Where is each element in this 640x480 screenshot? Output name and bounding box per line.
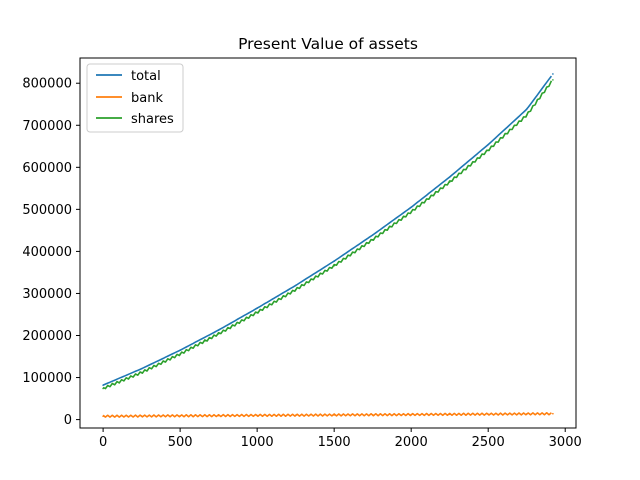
data-point-bank	[525, 413, 528, 415]
x-tick-label: 2500	[472, 435, 505, 450]
x-tick-label: 2000	[395, 435, 428, 450]
data-point-bank	[552, 412, 554, 415]
data-point-total	[552, 73, 554, 75]
data-point-shares	[294, 288, 297, 291]
x-tick-label: 500	[168, 435, 193, 450]
data-point-total	[525, 108, 528, 111]
legend-label-bank: bank	[131, 91, 163, 106]
data-point-shares	[410, 211, 412, 213]
y-tick-label: 300000	[22, 287, 72, 302]
y-tick-label: 800000	[22, 77, 72, 92]
series-line-total	[102, 75, 553, 386]
chart-title: Present Value of assets	[238, 35, 418, 53]
data-point-shares	[217, 333, 220, 335]
y-tick-label: 100000	[22, 371, 72, 386]
series-line-bank	[102, 411, 552, 418]
data-point-total	[140, 367, 143, 370]
data-point-bank	[217, 414, 220, 417]
data-point-shares	[525, 114, 528, 116]
plot-area	[79, 57, 577, 429]
y-tick-label: 400000	[22, 245, 72, 260]
x-tick-label: 3000	[549, 435, 582, 450]
data-point-bank	[179, 415, 181, 417]
data-point-total	[448, 176, 451, 178]
data-point-shares	[487, 149, 489, 151]
data-point-bank	[140, 415, 143, 417]
x-tick-label: 1500	[318, 435, 351, 450]
y-tick-label: 700000	[22, 119, 72, 134]
y-tick-label: 0	[64, 413, 72, 428]
data-point-total	[102, 384, 104, 386]
data-point-total	[179, 349, 181, 352]
data-point-total	[333, 260, 335, 262]
y-axis: 0 100000 200000 300000 400000 500000 600000 700…	[22, 77, 80, 428]
legend-label-total: total	[131, 69, 161, 84]
x-axis: 0 500 1000 1500 2000 2500 3000	[99, 428, 582, 450]
series-layer	[102, 73, 554, 418]
axes-frame	[79, 57, 577, 429]
data-point-shares	[256, 311, 258, 314]
data-point-bank	[487, 413, 489, 415]
data-point-bank	[102, 415, 104, 418]
y-tick-label: 600000	[22, 161, 72, 176]
data-point-bank	[294, 414, 297, 416]
data-point-total	[371, 234, 374, 236]
data-point-bank	[371, 413, 374, 416]
data-point-shares	[371, 238, 374, 241]
data-point-bank	[333, 414, 335, 416]
data-point-shares	[552, 79, 554, 81]
legend-box	[86, 63, 184, 133]
x-tick-label: 0	[99, 435, 107, 450]
data-point-total	[294, 284, 297, 287]
data-point-total	[217, 329, 220, 331]
legend-label-shares: shares	[131, 112, 174, 127]
data-point-total	[487, 143, 489, 146]
data-point-total	[410, 206, 412, 209]
data-point-total	[256, 307, 258, 309]
data-point-bank	[256, 414, 258, 417]
data-point-shares	[179, 353, 181, 355]
series-line-shares	[102, 80, 553, 390]
data-point-shares	[140, 371, 143, 374]
data-point-bank	[448, 413, 451, 416]
legend: total bank shares	[86, 63, 184, 133]
data-point-shares	[102, 387, 104, 390]
y-tick-label: 500000	[22, 203, 72, 218]
x-tick-label: 1000	[241, 435, 274, 450]
data-point-shares	[333, 264, 335, 267]
data-point-bank	[410, 413, 412, 416]
y-tick-label: 200000	[22, 329, 72, 344]
data-point-shares	[448, 181, 451, 183]
